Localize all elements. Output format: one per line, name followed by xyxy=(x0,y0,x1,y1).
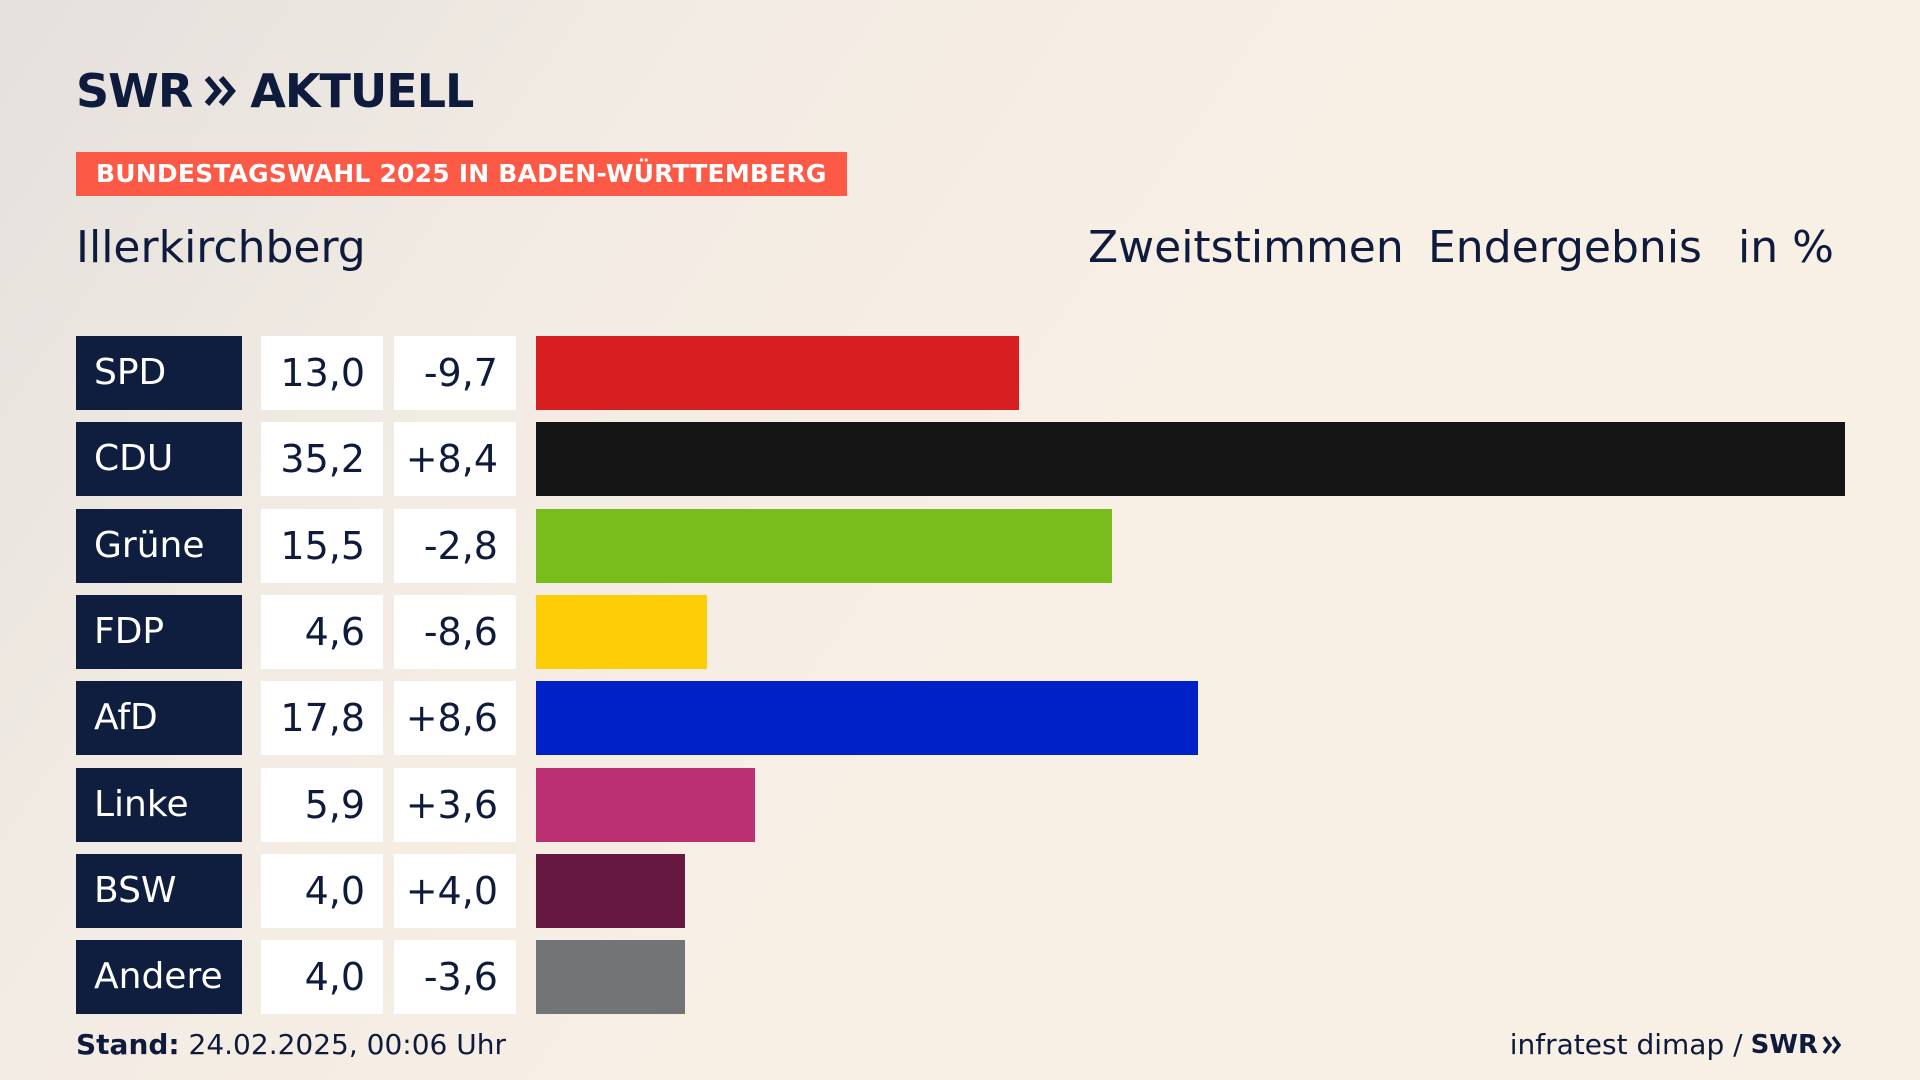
result-diff: +4,0 xyxy=(394,854,516,928)
stand-label: Stand: xyxy=(76,1028,180,1061)
election-banner: BUNDESTAGSWAHL 2025 IN BADEN-WÜRTTEMBERG xyxy=(76,152,847,196)
result-value: 5,9 xyxy=(261,768,383,842)
logo-swr-text: SWR xyxy=(76,64,193,118)
result-diff: -8,6 xyxy=(394,595,516,669)
double-chevron-icon xyxy=(204,74,238,108)
logo-aktuell-text: AKTUELL xyxy=(250,64,474,118)
result-row: SPD 13,0 -9,7 xyxy=(0,336,1920,410)
header-endergebnis: Endergebnis xyxy=(1428,222,1702,273)
result-value: 13,0 xyxy=(261,336,383,410)
footer-source: infratest dimap / SWR xyxy=(1510,1028,1844,1061)
result-bar xyxy=(536,595,707,669)
result-value: 4,0 xyxy=(261,854,383,928)
party-label: AfD xyxy=(76,681,242,755)
result-row: Andere 4,0 -3,6 xyxy=(0,940,1920,1014)
header-unit: in % xyxy=(1738,222,1834,273)
result-bar xyxy=(536,422,1845,496)
result-row: FDP 4,6 -8,6 xyxy=(0,595,1920,669)
result-value: 35,2 xyxy=(261,422,383,496)
result-row: Linke 5,9 +3,6 xyxy=(0,768,1920,842)
footer-stand: Stand: 24.02.2025, 00:06 Uhr xyxy=(76,1028,506,1061)
result-diff: -2,8 xyxy=(394,509,516,583)
result-row: BSW 4,0 +4,0 xyxy=(0,854,1920,928)
result-diff: -9,7 xyxy=(394,336,516,410)
result-value: 15,5 xyxy=(261,509,383,583)
result-diff: +8,6 xyxy=(394,681,516,755)
result-bar xyxy=(536,768,755,842)
party-label: FDP xyxy=(76,595,242,669)
party-label: SPD xyxy=(76,336,242,410)
source-text: infratest dimap / xyxy=(1509,1028,1743,1061)
source-swr-logo: SWR xyxy=(1751,1030,1844,1060)
result-diff: +8,4 xyxy=(394,422,516,496)
result-bar xyxy=(536,681,1198,755)
header-zweitstimmen: Zweitstimmen xyxy=(1088,222,1404,273)
stand-value: 24.02.2025, 00:06 Uhr xyxy=(188,1028,506,1061)
result-value: 17,8 xyxy=(261,681,383,755)
party-label: Linke xyxy=(76,768,242,842)
result-row: CDU 35,2 +8,4 xyxy=(0,422,1920,496)
place-title: Illerkirchberg xyxy=(76,222,366,273)
result-bar xyxy=(536,509,1112,583)
result-bar xyxy=(536,940,685,1014)
result-diff: -3,6 xyxy=(394,940,516,1014)
result-diff: +3,6 xyxy=(394,768,516,842)
party-label: CDU xyxy=(76,422,242,496)
party-label: BSW xyxy=(76,854,242,928)
result-bar xyxy=(536,854,685,928)
party-label: Grüne xyxy=(76,509,242,583)
source-chevron-icon xyxy=(1822,1035,1842,1054)
result-row: Grüne 15,5 -2,8 xyxy=(0,509,1920,583)
result-bar xyxy=(536,336,1019,410)
source-swr-text: SWR xyxy=(1750,1029,1818,1060)
swr-aktuell-logo: SWR AKTUELL xyxy=(76,64,474,118)
party-label: Andere xyxy=(76,940,242,1014)
result-value: 4,6 xyxy=(261,595,383,669)
result-row: AfD 17,8 +8,6 xyxy=(0,681,1920,755)
result-value: 4,0 xyxy=(261,940,383,1014)
